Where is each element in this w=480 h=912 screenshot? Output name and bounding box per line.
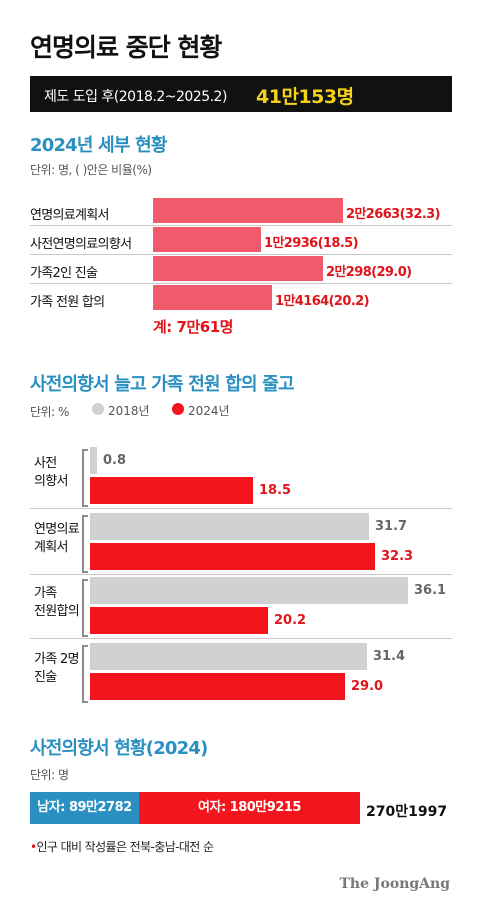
bar-2018 xyxy=(90,513,369,540)
detail-row-label: 사전연명의료의향서 xyxy=(30,237,132,252)
detail-value-label: 1만2936(18.5) xyxy=(264,236,359,251)
bar-2018 xyxy=(90,577,408,604)
detail-value-label: 1만4164(20.2) xyxy=(275,294,370,309)
gender-stacked-bar: 남자: 89만2782 여자: 180만9215 xyxy=(30,792,360,824)
section2-unit: 단위: % xyxy=(30,405,69,419)
compare-divider xyxy=(30,574,452,575)
row-divider xyxy=(30,283,452,284)
legend-2024-swatch xyxy=(172,403,184,415)
detail-row-label: 연명의료계획서 xyxy=(30,208,110,223)
detail-value-label: 2만298(29.0) xyxy=(326,265,412,280)
footnote-bullet: • xyxy=(30,840,37,854)
bar-2024 xyxy=(90,543,375,570)
summary-banner xyxy=(30,76,452,112)
male-segment: 남자: 89만2782 xyxy=(30,792,139,824)
bar-2024 xyxy=(90,673,345,700)
value-2018: 36.1 xyxy=(414,583,447,598)
detail-bar xyxy=(153,198,343,223)
compare-bracket xyxy=(82,515,88,573)
bar-2024 xyxy=(90,607,268,634)
detail-bar xyxy=(153,256,323,281)
detail-bar xyxy=(153,285,272,310)
banner-value: 41만153명 xyxy=(256,86,354,108)
banner-label: 제도 도입 후(2018.2~2025.2) xyxy=(44,89,227,105)
footnote: •인구 대비 작성률은 전북-충남-대전 순 xyxy=(30,838,214,855)
compare-bracket xyxy=(82,645,88,703)
legend-2018-swatch xyxy=(92,403,104,415)
value-2018: 0.8 xyxy=(103,453,127,468)
compare-row-label: 사전 의향서 xyxy=(34,456,68,489)
gender-total: 270만1997 xyxy=(366,804,448,820)
compare-row-label: 연명의료 계획서 xyxy=(34,522,80,555)
compare-row-label: 가족 2명 진술 xyxy=(34,652,79,685)
section1-title: 2024년 세부 현황 xyxy=(30,135,167,156)
compare-divider xyxy=(30,638,452,639)
brand-logo: The JoongAng xyxy=(339,876,450,892)
value-2024: 32.3 xyxy=(381,549,414,564)
detail-row-label: 가족 전원 합의 xyxy=(30,295,105,310)
compare-divider xyxy=(30,508,452,509)
value-2024: 20.2 xyxy=(274,613,307,628)
compare-bracket xyxy=(82,449,88,507)
bar-2024 xyxy=(90,477,253,504)
legend-2018-label: 2018년 xyxy=(108,404,150,418)
legend-2024-label: 2024년 xyxy=(188,404,230,418)
section3-title: 사전의향서 현황(2024) xyxy=(30,738,208,759)
female-segment: 여자: 180만9215 xyxy=(139,792,360,824)
section1-unit: 단위: 명, ( )안은 비율(%) xyxy=(30,163,152,177)
value-2024: 18.5 xyxy=(259,483,292,498)
value-2018: 31.7 xyxy=(375,519,408,534)
detail-total: 계: 7만61명 xyxy=(153,318,233,336)
bar-2018 xyxy=(90,447,97,474)
value-2018: 31.4 xyxy=(373,649,406,664)
value-2024: 29.0 xyxy=(351,679,384,694)
compare-bracket xyxy=(82,579,88,637)
compare-row-label: 가족 전원합의 xyxy=(34,586,80,619)
detail-bar xyxy=(153,227,261,252)
page-title: 연명의료 중단 현황 xyxy=(30,33,222,62)
detail-value-label: 2만2663(32.3) xyxy=(346,207,441,222)
section2-title: 사전의향서 늘고 가족 전원 합의 줄고 xyxy=(30,374,295,395)
row-divider xyxy=(30,254,452,255)
bar-2018 xyxy=(90,643,367,670)
section3-unit: 단위: 명 xyxy=(30,768,69,782)
row-divider xyxy=(30,225,452,226)
detail-row-label: 가족2인 진술 xyxy=(30,266,98,281)
footnote-text: 인구 대비 작성률은 전북-충남-대전 순 xyxy=(36,840,214,854)
